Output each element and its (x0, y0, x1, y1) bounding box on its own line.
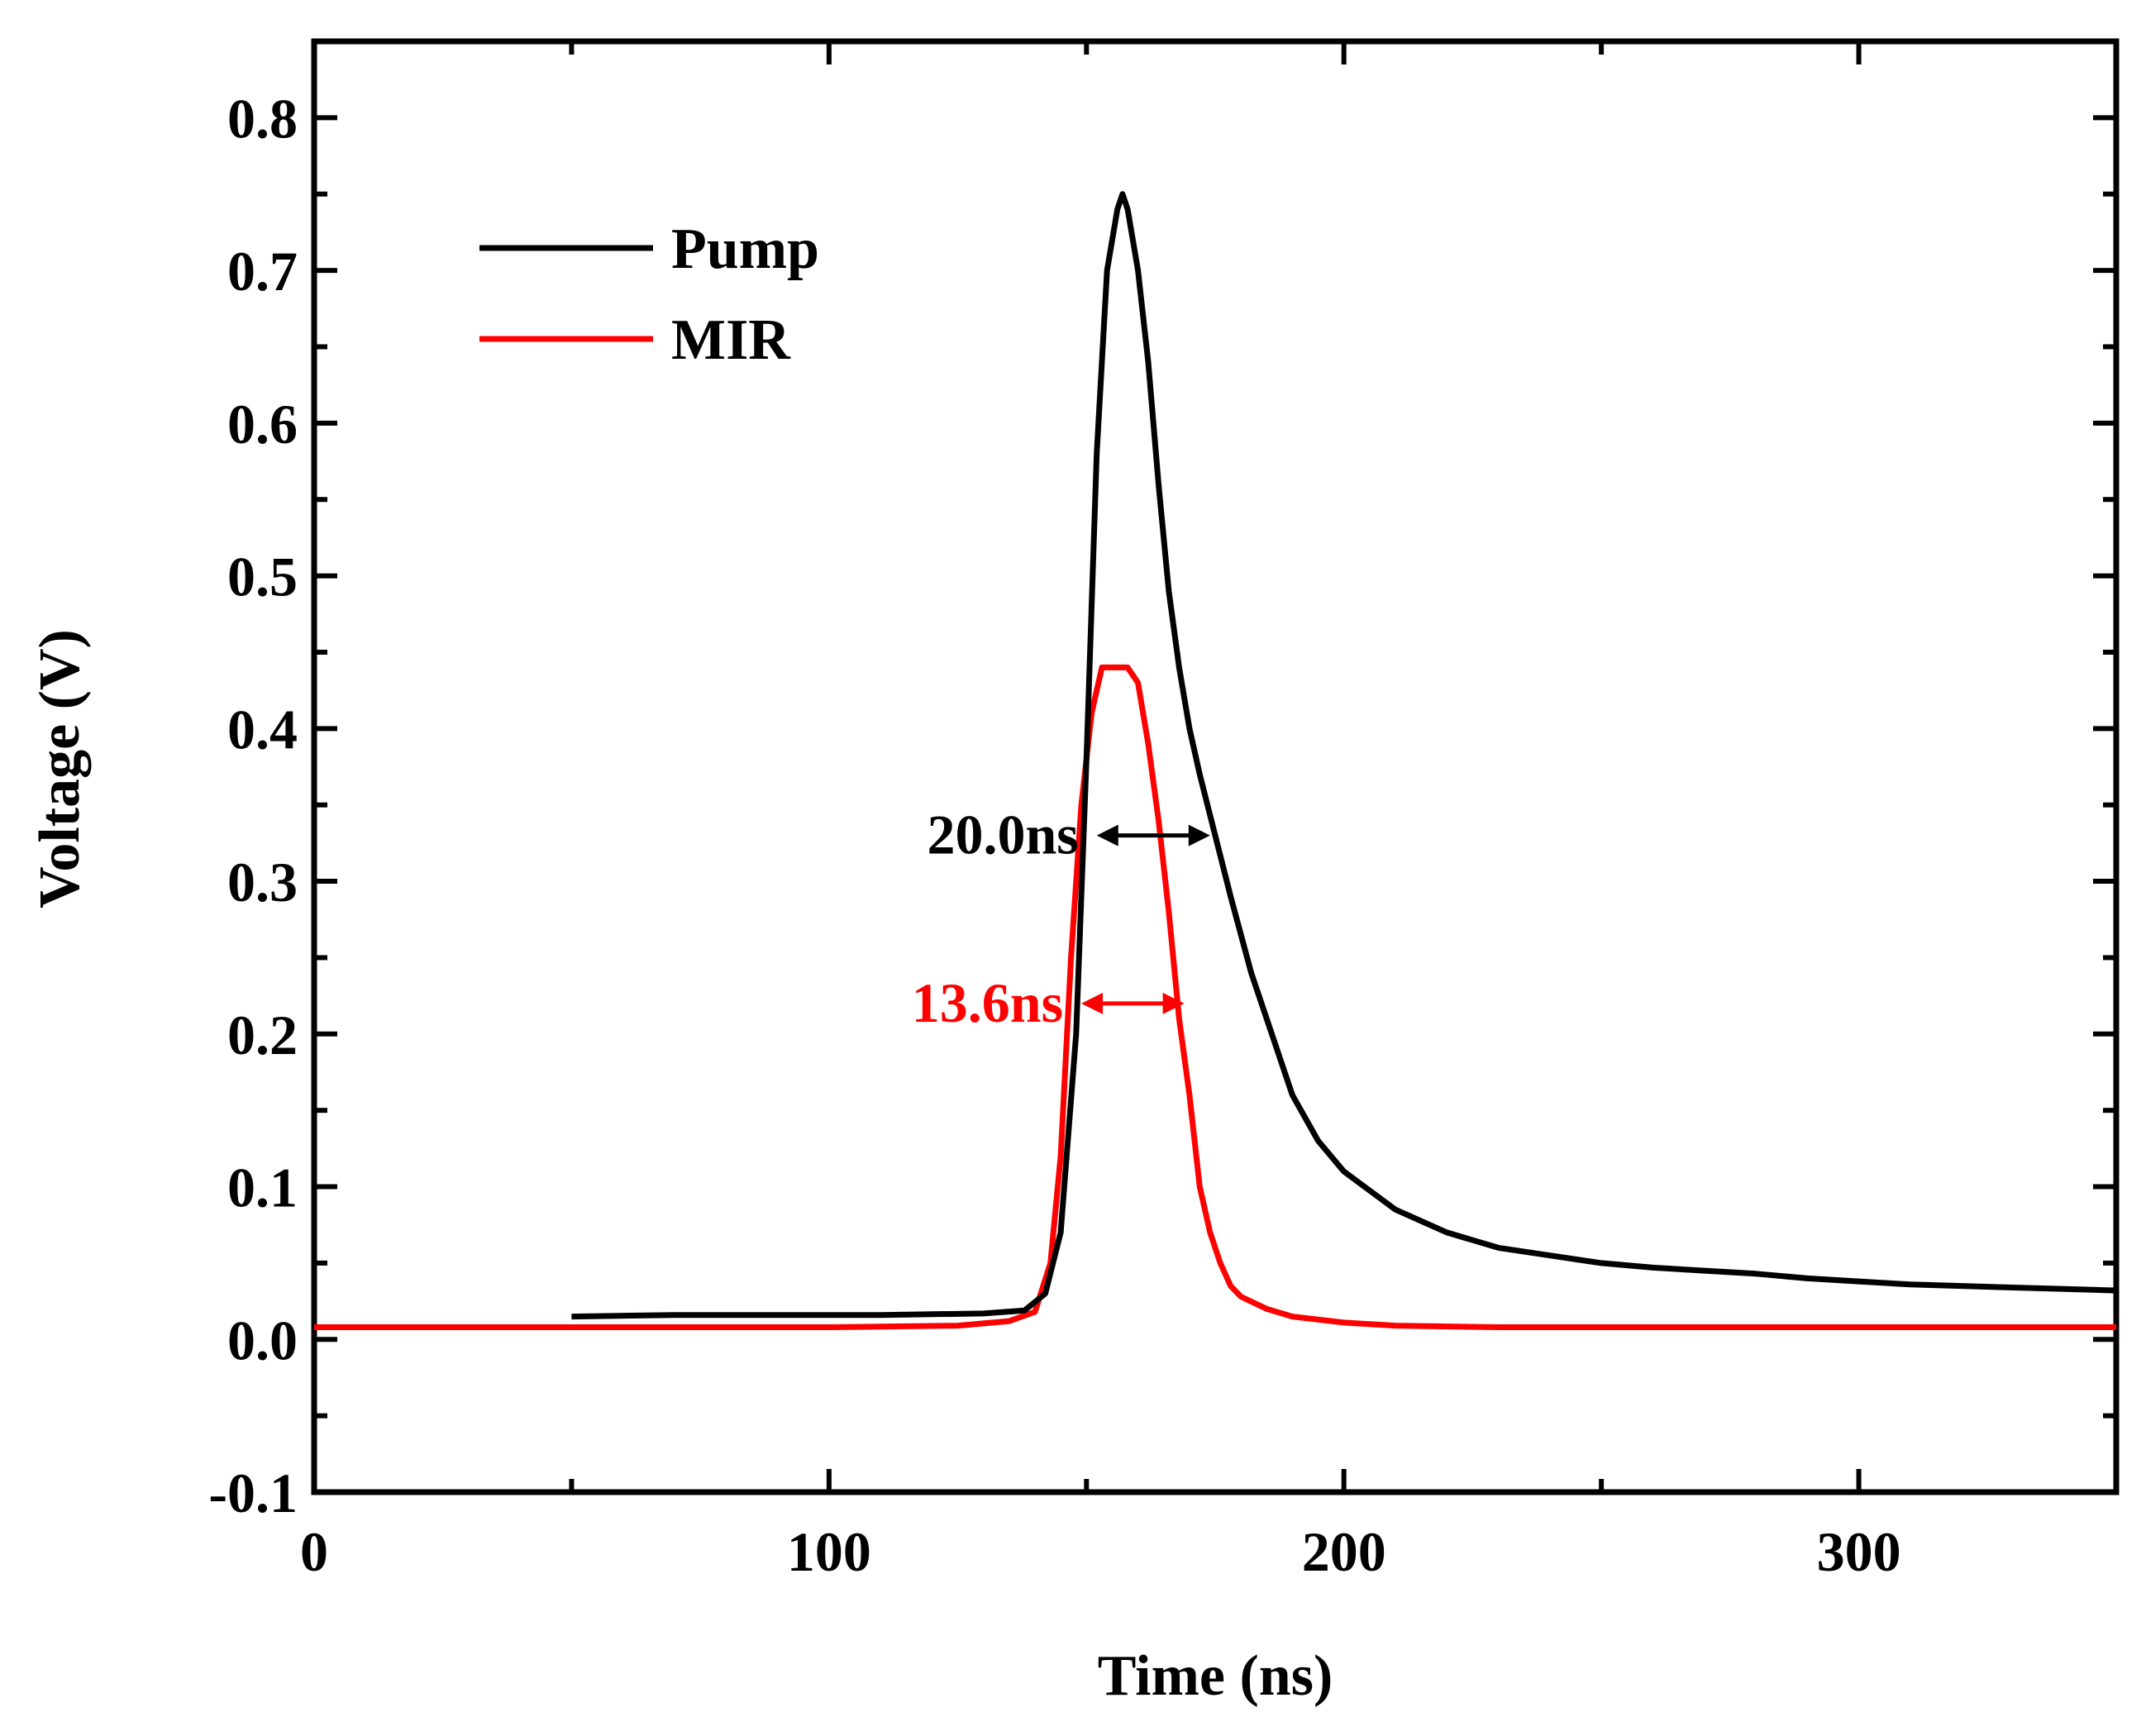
x-tick-label: 100 (787, 1520, 871, 1583)
series-line-pump (571, 191, 2117, 1320)
y-tick-label: 0.4 (227, 698, 298, 761)
legend-label-pump: Pump (671, 217, 819, 281)
x-tick-label: 0 (300, 1520, 328, 1583)
y-tick-label: 0.5 (227, 546, 298, 608)
series-lines (314, 191, 2117, 1330)
fwhm-arrow-head-left (1096, 824, 1118, 847)
y-tick-label: 0.6 (227, 393, 298, 455)
fwhm-label: 20.0ns (927, 804, 1078, 866)
fwhm-arrow-head-right (1162, 992, 1185, 1014)
y-tick-label: 0.0 (227, 1309, 298, 1371)
y-tick-label: 0.7 (227, 240, 298, 303)
x-axis-title: Time (ns) (1098, 1644, 1333, 1708)
plot-frame (311, 38, 2120, 1495)
x-tick-label: 300 (1817, 1520, 1901, 1583)
legend-label-mir: MIR (671, 308, 791, 372)
y-tick-label: 0.1 (227, 1157, 298, 1219)
y-tick-label: -0.1 (208, 1462, 298, 1524)
series-line-mir (314, 664, 2116, 1330)
tick-labels: 0 100 200 300 -0.1 0.0 0.1 0.2 0.3 0.4 0.5 0.6 0.7 0.… (208, 87, 1900, 1583)
fwhm-arrow-head-right (1188, 824, 1210, 847)
y-tick-label: 0.3 (227, 851, 298, 913)
fwhm-annotations: 20.0ns 13.6ns (912, 804, 1210, 1034)
fwhm-label: 13.6ns (912, 971, 1063, 1034)
y-tick-label: 0.2 (227, 1004, 298, 1066)
fwhm-arrow-head-left (1081, 992, 1104, 1014)
y-tick-label: 0.8 (227, 87, 298, 150)
tick-marks (312, 39, 2119, 1495)
x-tick-label: 200 (1302, 1520, 1386, 1583)
y-axis-title: Voltage (V) (28, 629, 92, 909)
legend: Pump MIR (479, 217, 819, 372)
